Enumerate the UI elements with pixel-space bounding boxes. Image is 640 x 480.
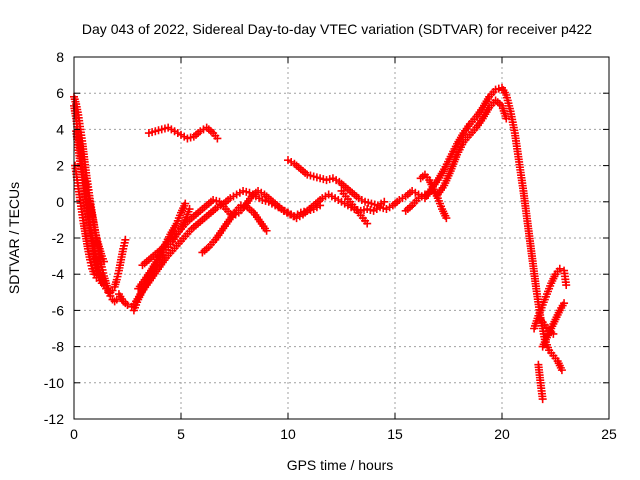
data-point <box>560 299 569 308</box>
y-tick-label: -10 <box>44 375 64 391</box>
y-axis-label: SDTVAR / TECUs <box>6 182 22 294</box>
y-tick-label: -6 <box>52 302 65 318</box>
series-arc-19 <box>536 315 558 338</box>
data-point <box>181 199 190 208</box>
series-arc-16 <box>530 264 571 333</box>
data-point <box>99 257 108 266</box>
y-tick-label: -12 <box>44 411 64 427</box>
series-arc-10 <box>144 123 222 143</box>
series-arc-4 <box>71 161 101 282</box>
y-tick-label: -2 <box>52 230 65 246</box>
data-point <box>557 366 566 375</box>
series-arc-13 <box>337 186 372 228</box>
data-point <box>185 205 194 214</box>
y-tick-label: 2 <box>56 158 64 174</box>
x-tick-label: 10 <box>280 426 296 442</box>
series-arc-14 <box>401 96 511 215</box>
data-point <box>99 281 108 290</box>
x-tick-label: 5 <box>177 426 185 442</box>
series-arc-6 <box>114 186 325 311</box>
data-point <box>442 214 451 223</box>
chart-title: Day 043 of 2022, Sidereal Day-to-day VTE… <box>82 21 592 37</box>
series-arc-5 <box>80 176 108 266</box>
y-tick-label: 8 <box>56 49 64 65</box>
data-point <box>363 219 372 228</box>
data-point <box>502 114 511 123</box>
x-tick-label: 20 <box>494 426 510 442</box>
data-point <box>121 235 130 244</box>
x-tick-label: 15 <box>387 426 403 442</box>
y-tick-label: -4 <box>52 266 65 282</box>
y-tick-label: 6 <box>56 85 64 101</box>
data-point <box>555 264 564 273</box>
data-point <box>549 329 558 338</box>
data-point <box>92 273 101 282</box>
data-point <box>262 226 271 235</box>
x-tick-label: 0 <box>70 426 78 442</box>
data-point <box>213 134 222 143</box>
data-point <box>123 300 132 309</box>
series-arc-11 <box>198 201 271 257</box>
data-layer <box>70 83 571 404</box>
tick-layer: 0 5 10 15 20 25 -12 -10 -8 -6 -4 -2 0 2 4 6 8 <box>44 49 617 442</box>
x-tick-label: 25 <box>601 426 617 442</box>
y-tick-label: 4 <box>56 121 64 137</box>
y-tick-label: 0 <box>56 194 64 210</box>
x-axis-label: GPS time / hours <box>287 457 394 473</box>
data-point <box>380 197 389 206</box>
data-point <box>538 395 547 404</box>
series-arc-15 <box>416 170 451 223</box>
series-arc-17 <box>534 360 547 404</box>
data-point <box>562 281 571 290</box>
series-arc-12 <box>284 156 389 210</box>
y-tick-label: -8 <box>52 339 65 355</box>
